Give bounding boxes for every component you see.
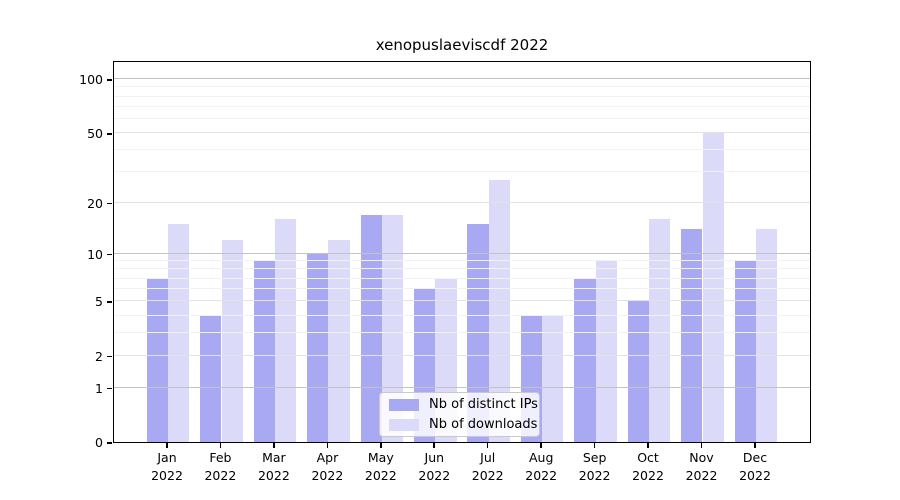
bar-downloads-nov <box>702 132 724 442</box>
x-label-apr: Apr 2022 <box>311 450 344 483</box>
x-tick-mar <box>273 443 275 448</box>
x-label-nov: Nov 2022 <box>685 450 718 483</box>
chart-title: xenopuslaeviscdf 2022 <box>375 36 549 54</box>
legend-swatch-distinct-ips <box>389 398 419 411</box>
x-tick-jul <box>486 443 489 448</box>
gridline-3 <box>114 332 810 333</box>
x-tick-dec <box>754 443 756 448</box>
x-tick-apr <box>326 443 329 448</box>
legend-row-distinct-ips: Nb of distinct IPs <box>389 397 538 412</box>
x-label-jun: Jun 2022 <box>418 450 451 483</box>
y-label-2: 2 <box>95 348 103 364</box>
gridline-90 <box>114 86 810 88</box>
y-label-10: 10 <box>87 246 103 262</box>
x-label-oct: Oct 2022 <box>632 450 664 483</box>
y-tick-0 <box>107 442 112 444</box>
gridline-4 <box>114 314 810 316</box>
y-label-0: 0 <box>95 435 103 450</box>
bar-distinct-ips-nov <box>681 229 703 442</box>
bar-downloads-oct <box>649 219 671 442</box>
bar-downloads-sep <box>595 261 617 442</box>
y-tick-1 <box>107 387 112 390</box>
x-tick-oct <box>647 443 649 448</box>
gridline-60 <box>114 117 810 119</box>
gridline-7 <box>114 277 810 279</box>
gridline-8 <box>114 268 810 270</box>
legend: Nb of distinct IPs Nb of downloads <box>379 392 540 437</box>
x-label-jan: Jan 2022 <box>151 450 183 483</box>
bar-distinct-ips-dec <box>734 261 756 442</box>
bar-distinct-ips-feb <box>200 315 222 442</box>
gridline-30 <box>114 171 810 173</box>
gridline-50 <box>114 131 810 133</box>
grid-layer <box>114 62 810 442</box>
x-tick-sep <box>593 443 596 448</box>
gridline-80 <box>114 95 810 97</box>
x-label-aug: Aug 2022 <box>525 450 558 483</box>
bar-distinct-ips-jan <box>146 278 168 442</box>
legend-label-distinct-ips: Nb of distinct IPs <box>429 397 538 412</box>
x-tick-aug <box>540 443 542 448</box>
bar-downloads-may <box>381 214 404 442</box>
x-tick-may <box>380 443 382 448</box>
bar-distinct-ips-oct <box>627 301 650 442</box>
x-tick-jun <box>433 443 435 448</box>
bar-downloads-dec <box>756 229 778 442</box>
gridline-2 <box>114 354 810 356</box>
gridline-20 <box>114 201 810 203</box>
bar-distinct-ips-jul <box>467 224 489 442</box>
y-label-100: 100 <box>79 72 103 88</box>
legend-swatch-downloads <box>389 418 419 431</box>
y-tick-50 <box>107 133 112 135</box>
y-label-5: 5 <box>95 294 103 310</box>
gridline-100 <box>114 78 810 80</box>
bar-downloads-feb <box>221 240 243 442</box>
y-label-50: 50 <box>87 125 103 141</box>
gridline-6 <box>114 288 810 289</box>
y-label-20: 20 <box>87 195 103 211</box>
gridline-70 <box>114 105 810 107</box>
bar-downloads-mar <box>274 219 297 442</box>
y-label-1: 1 <box>95 380 103 396</box>
bar-distinct-ips-mar <box>253 261 275 442</box>
y-tick-2 <box>107 355 112 358</box>
gridline-9 <box>114 260 810 261</box>
gridline-10 <box>114 252 810 254</box>
bars-layer <box>114 62 810 442</box>
plot-area <box>113 61 811 443</box>
legend-row-downloads: Nb of downloads <box>389 417 537 432</box>
bar-downloads-jul <box>488 180 510 442</box>
gridline-5 <box>114 300 810 302</box>
x-tick-jan <box>166 443 168 448</box>
x-label-dec: Dec 2022 <box>739 450 771 483</box>
gridline-40 <box>114 149 810 151</box>
x-tick-nov <box>700 443 703 448</box>
bar-distinct-ips-may <box>360 214 382 442</box>
x-label-feb: Feb 2022 <box>204 450 237 483</box>
y-tick-100 <box>107 79 112 81</box>
bar-downloads-jan <box>168 224 190 442</box>
y-tick-10 <box>107 253 112 256</box>
bar-downloads-apr <box>328 240 350 442</box>
x-tick-feb <box>219 443 222 448</box>
x-label-mar: Mar 2022 <box>257 450 290 483</box>
bar-distinct-ips-sep <box>574 278 596 442</box>
gridline-1 <box>114 386 810 388</box>
x-label-may: May 2022 <box>364 450 397 483</box>
x-label-sep: Sep 2022 <box>578 450 611 483</box>
y-tick-5 <box>107 301 112 303</box>
legend-label-downloads: Nb of downloads <box>429 417 538 432</box>
x-label-jul: Jul 2022 <box>471 450 504 483</box>
bar-downloads-aug <box>542 315 564 442</box>
y-tick-20 <box>107 202 112 205</box>
